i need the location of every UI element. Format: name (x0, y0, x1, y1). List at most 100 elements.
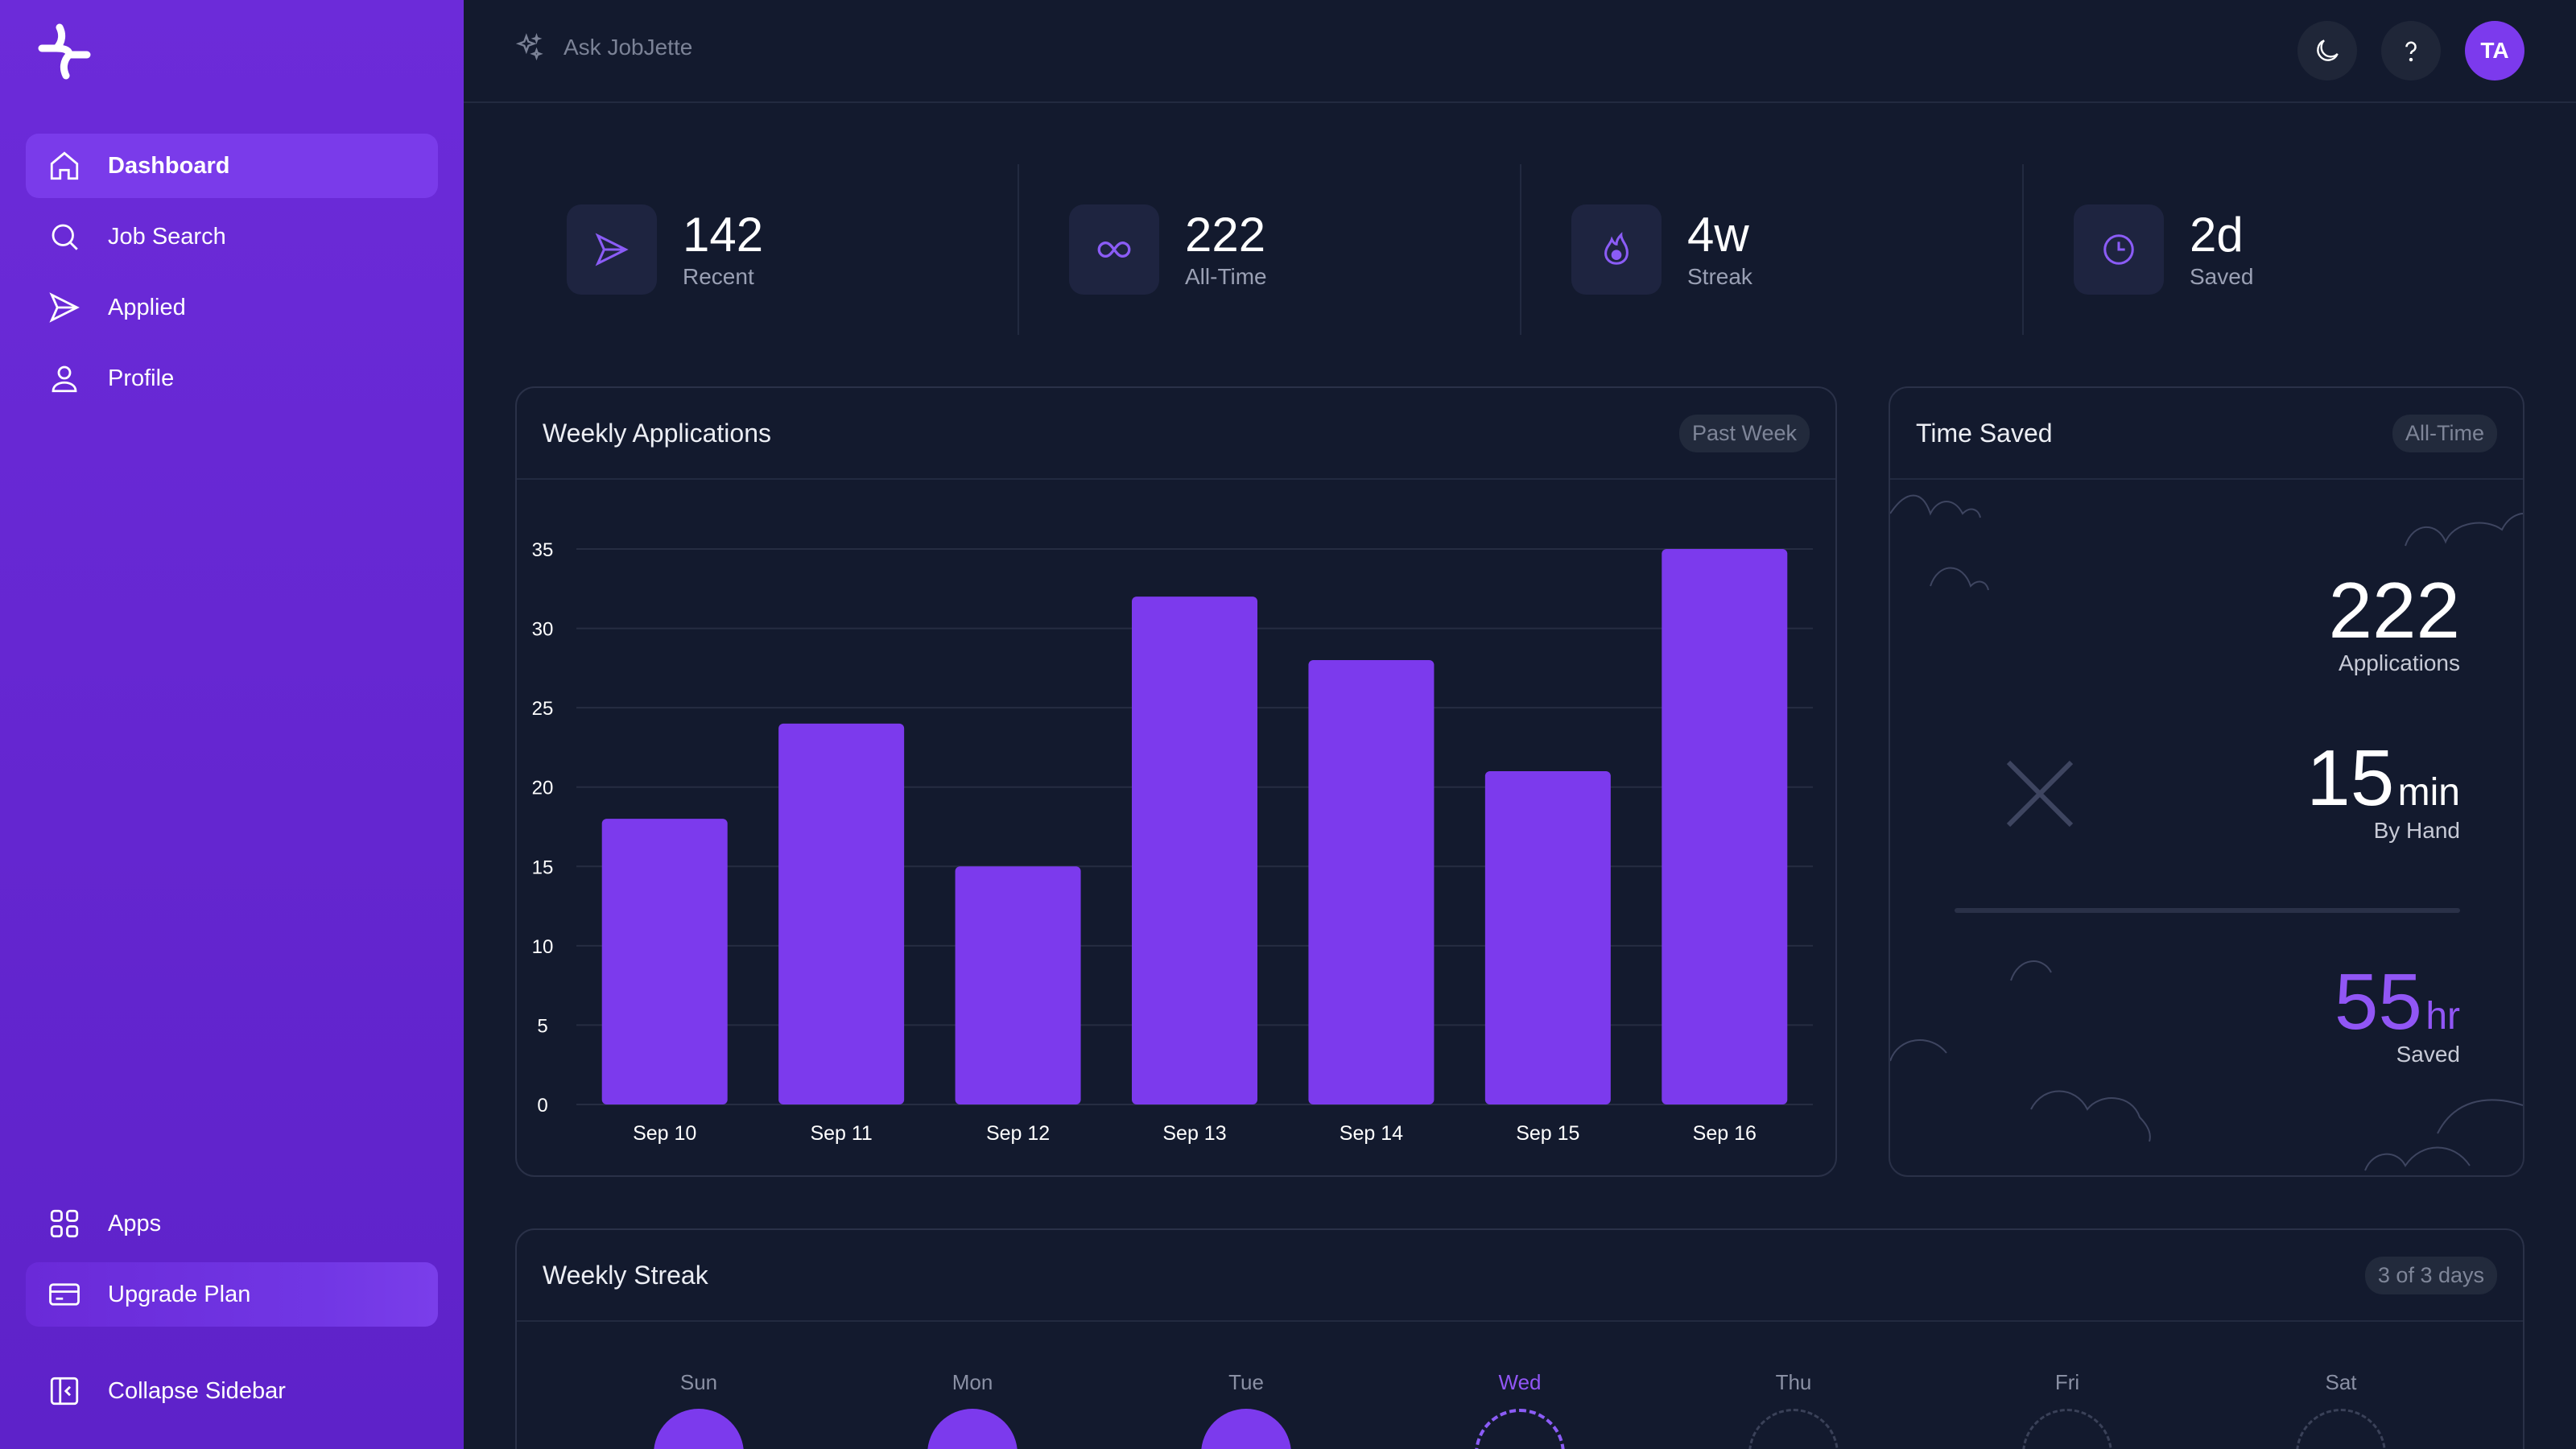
card-title: Time Saved (1916, 418, 2053, 448)
stat-label: Streak (1687, 264, 1752, 289)
ask-jobjette-label: Ask JobJette (564, 35, 693, 60)
time-saved-card: Time Saved All-Time 222 Applications 15 … (1889, 386, 2524, 1177)
grid-icon (47, 1206, 82, 1241)
bar[interactable] (1132, 597, 1257, 1104)
streak-day-circle (927, 1409, 1018, 1449)
streak-day-circle (654, 1409, 744, 1449)
period-badge: All-Time (2392, 414, 2497, 452)
bar[interactable] (1484, 771, 1611, 1104)
y-tick-label: 30 (532, 619, 554, 641)
sidebar-item-applied[interactable]: Applied (26, 275, 438, 340)
sidebar-item-profile[interactable]: Profile (26, 346, 438, 411)
close-icon (2006, 760, 2074, 828)
by-hand-value: 15 (2306, 733, 2395, 822)
collapse-sidebar-section: Collapse Sidebar (26, 1359, 438, 1430)
streak-day-circle (1201, 1409, 1291, 1449)
infinity-icon (1069, 204, 1159, 295)
send-icon (47, 290, 82, 325)
credit-card-icon (47, 1277, 82, 1312)
streak-day-circle (1748, 1409, 1839, 1449)
y-tick-label: 15 (532, 857, 554, 878)
search-icon (47, 219, 82, 254)
sidebar-item-label: Upgrade Plan (108, 1281, 251, 1307)
streak-day-label: Wed (1498, 1370, 1542, 1394)
stat-label: All-Time (1185, 264, 1267, 289)
applications-value: 222 (2328, 566, 2460, 654)
bar[interactable] (955, 866, 1081, 1104)
streak-day-circle (2022, 1409, 2112, 1449)
weekly-streak-card: Weekly Streak 3 of 3 days Sun Mon Tue Wed Th… (515, 1228, 2524, 1449)
streak-days: Sun Mon Tue Wed Thu Fri Sat (517, 1322, 2523, 1449)
bar[interactable] (601, 819, 728, 1104)
cloud-decoration (1890, 494, 2523, 1171)
sidebar: Dashboard Job Search Applied Profile (0, 0, 464, 1449)
send-icon (567, 204, 657, 295)
moon-icon (2317, 39, 2339, 61)
sidebar-item-upgrade-plan[interactable]: Upgrade Plan (26, 1262, 438, 1327)
x-tick-label: Sep 15 (1516, 1122, 1579, 1145)
collapse-sidebar-button[interactable]: Collapse Sidebar (26, 1359, 438, 1423)
by-hand-unit: min (2397, 771, 2460, 814)
bar[interactable] (1662, 549, 1788, 1104)
flame-icon (1571, 204, 1662, 295)
ask-jobjette-button[interactable]: Ask JobJette (514, 32, 692, 63)
stat-label: Recent (683, 264, 754, 289)
y-tick-label: 25 (532, 698, 554, 720)
sparkle-icon (515, 32, 543, 61)
y-tick-label: 0 (537, 1095, 547, 1117)
y-tick-label: 20 (532, 778, 554, 799)
saved-stat: 55 hr Saved (2334, 961, 2460, 1067)
by-hand-label: By Hand (2373, 818, 2460, 843)
applications-stat: 222 Applications (2328, 570, 2460, 676)
sidebar-item-dashboard[interactable]: Dashboard (26, 134, 438, 198)
sidebar-item-label: Profile (108, 365, 175, 391)
sidebar-item-apps[interactable]: Apps (26, 1191, 438, 1256)
card-header: Weekly Applications Past Week (517, 388, 1835, 480)
saved-label: Saved (2396, 1042, 2460, 1067)
home-icon (47, 148, 82, 184)
jobjette-logo-icon[interactable] (35, 23, 93, 80)
y-tick-label: 10 (532, 936, 554, 958)
collapse-sidebar-label: Collapse Sidebar (108, 1377, 286, 1404)
card-header: Time Saved All-Time (1890, 388, 2523, 480)
avatar[interactable]: TA (2465, 21, 2524, 80)
x-tick-label: Sep 16 (1693, 1122, 1757, 1145)
y-tick-label: 35 (532, 539, 554, 561)
streak-day-label: Sun (679, 1370, 718, 1394)
stats-row: 142 Recent 222 All-Time 4w Streak 2d Sav… (515, 164, 2524, 335)
stat-label: Saved (2190, 264, 2254, 289)
saved-unit: hr (2425, 995, 2460, 1038)
streak-day-label: Sat (2325, 1370, 2357, 1394)
saved-value: 55 (2334, 957, 2422, 1046)
help-icon (2405, 41, 2417, 62)
sidebar-item-label: Dashboard (108, 152, 230, 179)
sidebar-item-label: Applied (108, 294, 186, 320)
x-tick-label: Sep 12 (986, 1122, 1050, 1145)
stat-value: 2d (2190, 208, 2244, 262)
topbar: Ask JobJette TA (464, 0, 2576, 103)
x-tick-label: Sep 14 (1340, 1122, 1403, 1145)
weekly-applications-chart: 0 5 10 15 20 25 30 35 Sep 10 Sep 11 Sep 12 Sep 13 Se… (532, 539, 1813, 1145)
stat-recent: 142 Recent (515, 164, 1018, 335)
streak-badge: 3 of 3 days (2364, 1256, 2497, 1294)
divider (1955, 908, 2460, 913)
theme-toggle-button[interactable] (2297, 21, 2357, 80)
bar[interactable] (778, 723, 905, 1104)
sidebar-item-job-search[interactable]: Job Search (26, 204, 438, 269)
period-badge: Past Week (1678, 414, 1810, 452)
by-hand-stat: 15 min By Hand (2306, 737, 2460, 844)
streak-day-label: Mon (952, 1370, 993, 1394)
y-tick-label: 5 (537, 1015, 547, 1037)
x-tick-label: Sep 10 (633, 1122, 696, 1145)
sidebar-item-label: Job Search (108, 223, 226, 250)
card-title: Weekly Streak (543, 1260, 708, 1290)
stat-value: 222 (1185, 208, 1266, 262)
help-button[interactable] (2381, 21, 2441, 80)
sidebar-nav: Dashboard Job Search Applied Profile (26, 134, 438, 417)
sidebar-collapse-icon (47, 1373, 82, 1409)
stat-value: 142 (683, 208, 764, 262)
applications-label: Applications (2339, 650, 2460, 675)
bar[interactable] (1308, 660, 1435, 1104)
streak-day-circle (2296, 1409, 2386, 1449)
user-icon (47, 361, 82, 396)
